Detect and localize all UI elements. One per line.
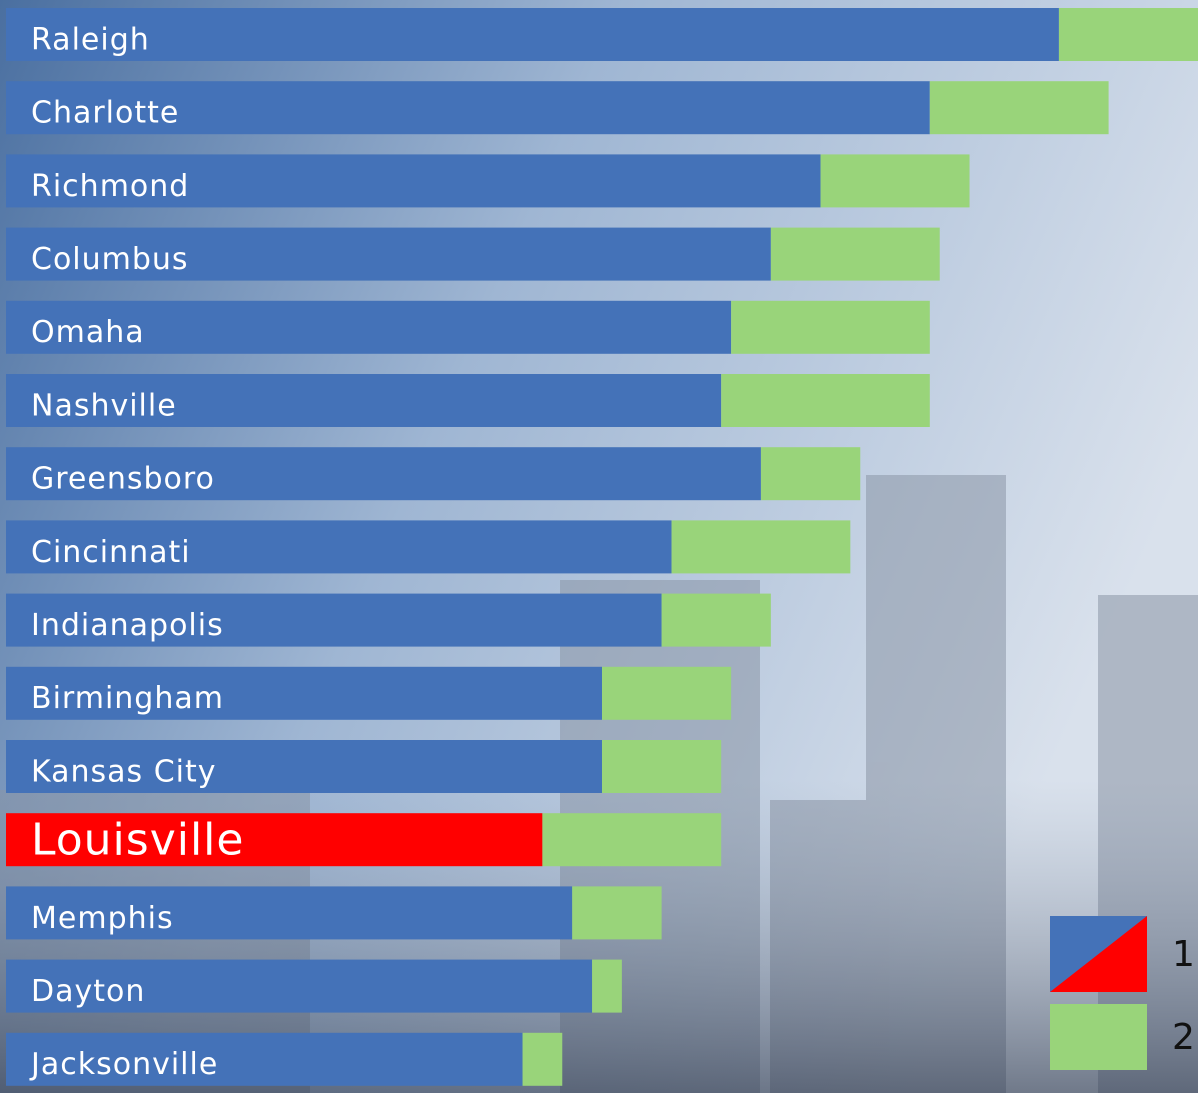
bar-segment xyxy=(930,81,1109,134)
category-label: Jacksonville xyxy=(29,1047,218,1082)
category-label: Greensboro xyxy=(31,462,215,497)
category-label: Kansas City xyxy=(31,754,217,789)
category-label: Memphis xyxy=(31,901,174,936)
bar-segment xyxy=(572,886,661,939)
category-label: Indianapolis xyxy=(31,608,224,643)
category-label: Cincinnati xyxy=(31,535,191,570)
bar-segment xyxy=(6,8,1059,61)
bar-segment xyxy=(1059,8,1198,61)
bar-segment xyxy=(721,374,930,427)
bar-segment xyxy=(731,301,930,354)
category-label: Columbus xyxy=(31,242,189,277)
bar-segment xyxy=(523,1033,563,1086)
bar-segment xyxy=(592,960,622,1013)
category-label: Nashville xyxy=(31,388,177,423)
bar-segment xyxy=(672,520,851,573)
bar-segment xyxy=(602,667,731,720)
bar-segment xyxy=(761,447,860,500)
bar-segment xyxy=(662,594,771,647)
category-label: Louisville xyxy=(31,814,244,865)
bar-segment xyxy=(542,813,721,866)
bar-segment xyxy=(771,228,940,281)
category-label: Charlotte xyxy=(31,96,179,131)
category-label: Richmond xyxy=(31,169,189,204)
bar-segment xyxy=(602,740,721,793)
category-label: Raleigh xyxy=(31,22,150,57)
legend-label: 1 xyxy=(1172,934,1195,975)
page: {"chart_data": {"type": "stacked-bar", "… xyxy=(0,0,1198,1093)
category-label: Dayton xyxy=(31,974,145,1009)
category-label: Omaha xyxy=(31,315,145,350)
legend-swatch xyxy=(1050,1004,1147,1070)
bar-segment xyxy=(821,154,970,207)
category-label: Birmingham xyxy=(31,681,224,716)
chart: Raleigh Charlotte Richmond Columbus Omaha Nas… xyxy=(0,0,1198,1093)
legend-label: 2 xyxy=(1172,1017,1195,1058)
